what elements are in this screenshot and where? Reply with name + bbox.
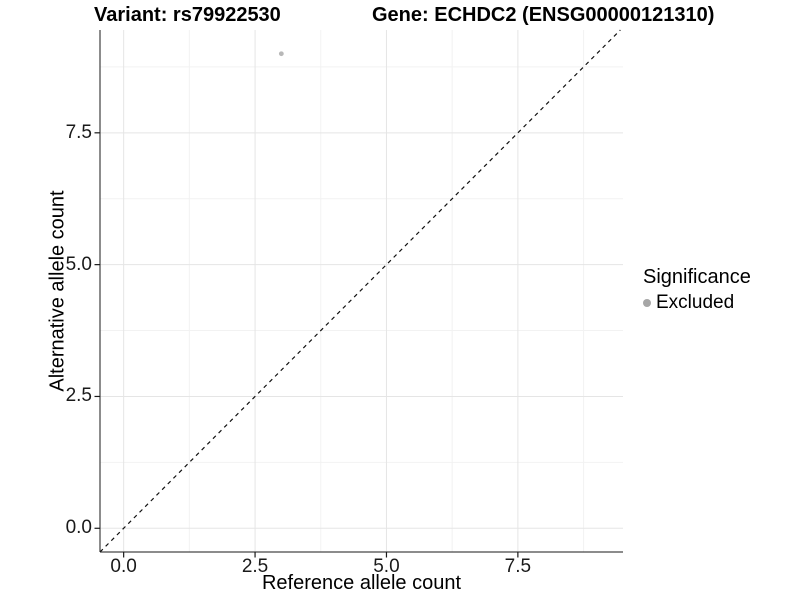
x-tick-label: 2.5 bbox=[241, 556, 269, 577]
legend: Significance Excluded bbox=[643, 266, 751, 314]
y-tick-label: 2.5 bbox=[65, 385, 92, 407]
legend-item-label: Excluded bbox=[656, 292, 735, 313]
legend-items: Excluded bbox=[643, 292, 751, 314]
legend-item: Excluded bbox=[643, 292, 751, 314]
variant-title: Variant: rs79922530 bbox=[94, 4, 281, 26]
x-tick-label: 0.0 bbox=[110, 556, 137, 577]
y-tick-label: 5.0 bbox=[65, 253, 92, 275]
legend-point-icon bbox=[643, 299, 651, 307]
legend-title: Significance bbox=[643, 266, 751, 288]
identity-dashed-line bbox=[99, 29, 621, 553]
y-axis-title: Alternative allele count bbox=[46, 190, 69, 392]
gene-title: Gene: ECHDC2 (ENSG00000121310) bbox=[372, 4, 715, 26]
x-tick-label: 5.0 bbox=[373, 556, 400, 577]
x-tick-label: 7.5 bbox=[504, 556, 532, 577]
data-point bbox=[278, 51, 284, 57]
y-tick-label: 7.5 bbox=[65, 121, 92, 143]
y-tick-label: 0.0 bbox=[65, 517, 92, 539]
x-axis-title: Reference allele count bbox=[261, 572, 461, 594]
